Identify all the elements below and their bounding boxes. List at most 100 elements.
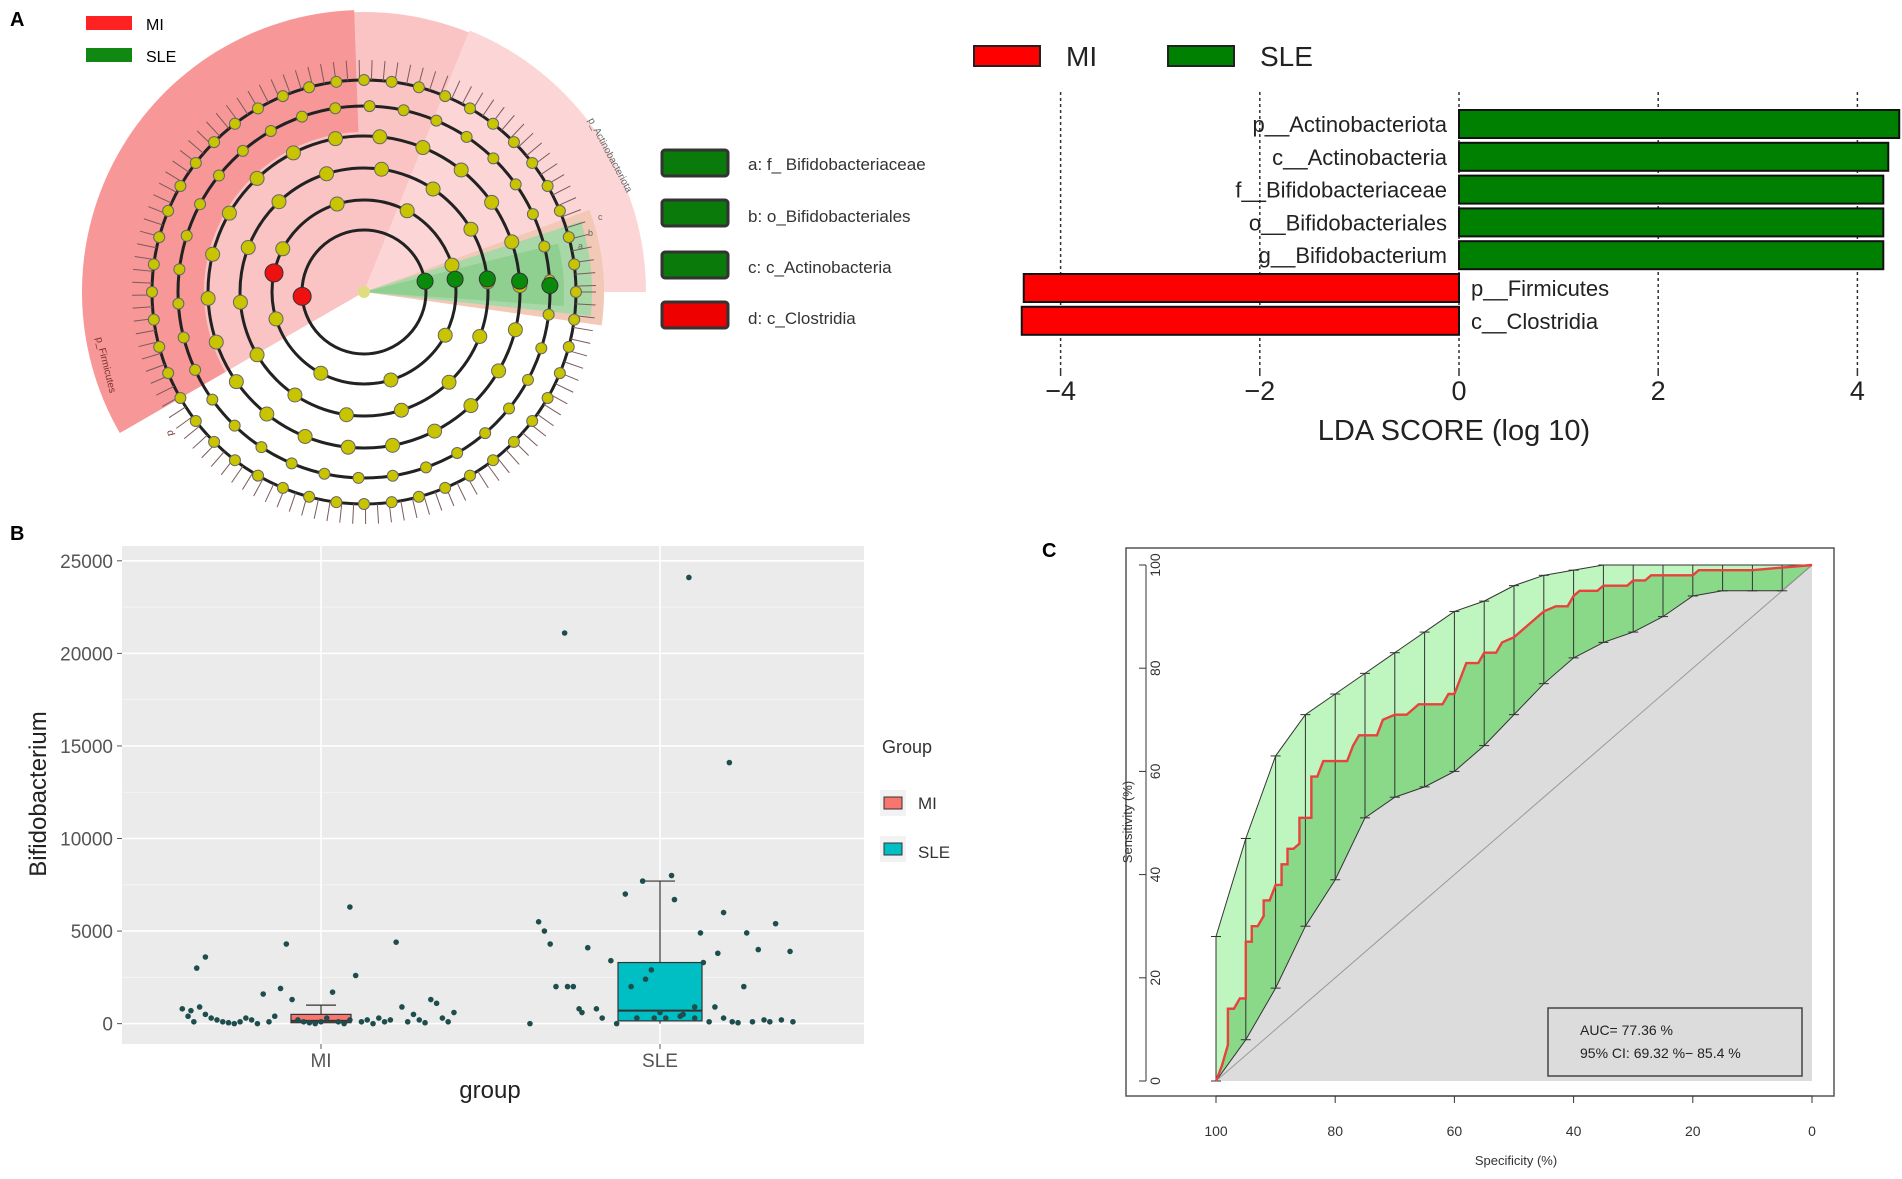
clado-node [338,407,354,423]
roc-xtick-label-0: 100 [1204,1123,1228,1139]
box-ytick-label-5: 25000 [60,552,113,573]
box-legend-sle-label: SLE [918,843,950,862]
clado-spoke [518,132,534,148]
clado-node [208,136,221,149]
clado-spoke [231,465,244,483]
box-point-SLE-18 [642,976,649,983]
clado-node [484,194,500,210]
clado-node [259,406,275,422]
clado-node [507,435,520,448]
box-point-MI-28 [335,1018,342,1025]
lda-bar-label-2: f__Bifidobacteriaceae [1235,178,1447,203]
clado-node [189,363,202,376]
clado-node [221,205,237,221]
clado-spoke [192,434,208,449]
clado-node [372,129,388,145]
box-point-MI-0 [202,954,209,960]
box-point-MI-20 [289,996,295,1003]
clado-node [562,231,575,244]
clado-node [521,373,534,386]
clado-node [329,102,342,115]
clado-node [252,469,264,482]
box-point-MI-39 [393,939,399,945]
clado-spoke [210,451,225,467]
clado-node [415,140,431,156]
clado-spoke [501,114,515,131]
box-ytick-label-2: 10000 [60,830,113,851]
box-point-MI-40 [399,1004,405,1010]
clado-ring-4 [270,198,458,386]
clado-sector-label-c: c [598,212,603,222]
box-point-MI-33 [358,1018,365,1025]
box-point-MI-7 [214,1017,220,1023]
clado-spoke [176,416,193,429]
clado-legend-mi-swatch [86,16,132,30]
clado-node [553,367,566,380]
clado-spoke [133,268,154,272]
box-xtick-label-SLE: SLE [642,1051,678,1072]
clado-node [200,290,216,306]
box-point-MI-13 [248,1017,255,1023]
clado-node [464,102,476,115]
clado-node [162,204,175,217]
clado-spoke [153,194,172,204]
box-point-MI-10 [231,1020,238,1027]
clado-node [503,402,516,415]
clado-node [205,246,221,262]
clado-spoke [487,464,500,481]
clado-node [507,136,520,149]
roc-xtick-label-5: 0 [1808,1123,1816,1139]
panel-label-c: C [1042,540,1056,562]
box-ytick-label-3: 15000 [60,737,113,758]
clado-spoke [145,364,165,372]
box-point-SLE-27 [686,574,692,581]
box-point-SLE-9 [579,1009,585,1016]
roc-xtick-label-2: 60 [1447,1123,1463,1139]
clado-spoke [352,503,355,524]
box-point-SLE-6 [564,983,571,990]
clado-sector-label-d: d [164,429,176,437]
clado-spoke [522,432,538,447]
box-point-SLE-11 [593,1006,600,1012]
clado-node [153,231,166,244]
box-point-MI-15 [260,991,267,997]
box-point-SLE-23 [668,872,675,879]
roc-ytick-label-0: 0 [1147,1077,1163,1085]
clado-node [212,169,225,182]
lda-legend-mi-label: MI [1066,41,1097,72]
clado-node [228,419,241,432]
clado-node [542,308,555,321]
clado-node [162,367,175,380]
lda-tick-label-2: 0 [1451,376,1466,406]
clado-node [453,162,469,178]
clado-node [153,340,166,353]
roc-ylabel: Sensitivity (%) [1120,781,1135,863]
clado-node [451,446,464,459]
box-point-MI-35 [370,1020,376,1027]
lda-tick-label-0: −4 [1045,376,1076,406]
box-point-SLE-17 [639,878,646,884]
clado-node [240,240,256,256]
clado-node [330,496,343,509]
box-point-MI-49 [191,1018,197,1025]
lda-legend-sle-label: SLE [1260,41,1313,72]
clado-spoke [155,385,175,396]
clado-node [330,75,343,88]
clado-node [180,229,193,242]
clado-node [570,286,582,298]
clado-node [318,467,331,480]
box-point-MI-44 [422,1019,428,1026]
box-point-MI-32 [347,904,353,910]
clado-spoke [158,182,178,193]
clado-node [303,81,316,94]
box-point-SLE-15 [622,891,629,897]
key-swatch-a [660,148,730,178]
box-point-MI-2 [179,1006,186,1012]
lda-bar-label-4: g__Bifidobacterium [1259,243,1447,268]
clado-node [383,372,399,388]
box-point-MI-34 [364,1017,371,1023]
box-point-SLE-49 [634,1015,640,1021]
clado-node [464,469,476,482]
clado-node-sle-4 [541,277,559,295]
clado-node [358,498,370,510]
